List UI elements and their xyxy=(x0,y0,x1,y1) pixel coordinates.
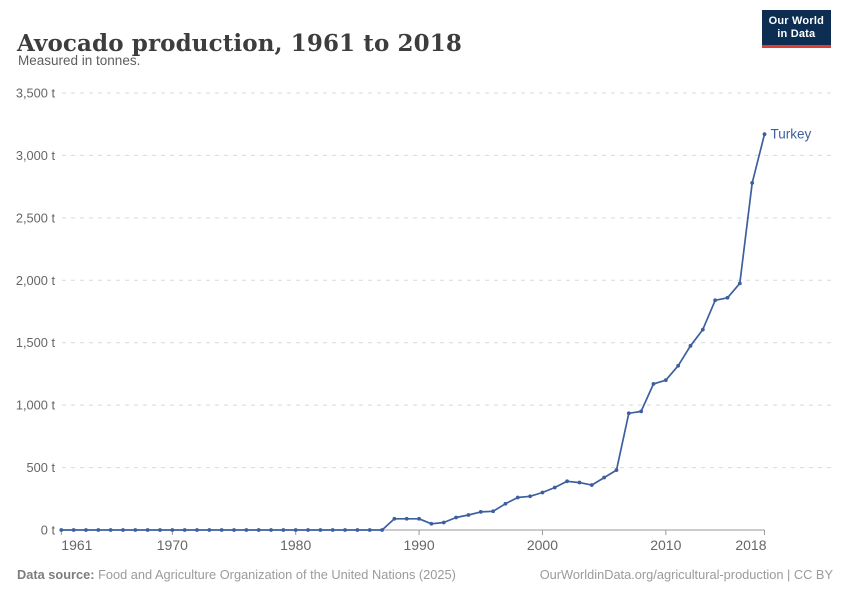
data-point[interactable] xyxy=(466,513,471,517)
attribution-link[interactable]: OurWorldinData.org/agricultural-producti… xyxy=(539,567,833,582)
data-point[interactable] xyxy=(170,528,175,532)
data-point[interactable] xyxy=(688,343,693,348)
data-point[interactable] xyxy=(429,521,434,526)
x-tick-label: 2018 xyxy=(735,537,766,553)
x-tick-label: 2010 xyxy=(650,537,681,553)
y-tick-label: 2,000 t xyxy=(16,273,56,288)
data-point[interactable] xyxy=(528,494,533,499)
data-point[interactable] xyxy=(454,515,458,520)
data-point[interactable] xyxy=(108,528,113,532)
x-tick-label: 1970 xyxy=(157,537,188,553)
data-point[interactable] xyxy=(380,528,384,532)
x-tick-label: 1990 xyxy=(403,537,434,553)
data-point[interactable] xyxy=(639,409,644,414)
page-title: Avocado production, 1961 to 2018 xyxy=(17,30,462,58)
y-tick-label: 3,500 t xyxy=(16,85,56,100)
y-tick-label: 1,000 t xyxy=(16,398,56,413)
chart-subtitle: Measured in tonnes. xyxy=(18,53,141,68)
data-point[interactable] xyxy=(626,411,631,416)
data-point[interactable] xyxy=(306,528,310,532)
data-point[interactable] xyxy=(145,528,150,532)
y-tick-label: 2,500 t xyxy=(16,210,56,225)
x-tick-label: 1980 xyxy=(280,537,311,553)
data-point[interactable] xyxy=(515,495,520,500)
data-point[interactable] xyxy=(269,528,273,532)
data-point[interactable] xyxy=(71,528,76,532)
data-point[interactable] xyxy=(293,528,298,532)
data-point[interactable] xyxy=(244,528,249,532)
data-point[interactable] xyxy=(491,509,495,514)
data-point[interactable] xyxy=(552,485,557,490)
data-point[interactable] xyxy=(59,528,64,532)
data-point[interactable] xyxy=(207,528,212,532)
data-point[interactable] xyxy=(725,295,730,300)
chart-footer: Data source: Food and Agriculture Organi… xyxy=(17,567,833,582)
data-point[interactable] xyxy=(540,490,545,495)
data-point[interactable] xyxy=(737,281,742,286)
y-tick-label: 3,000 t xyxy=(16,148,56,163)
chart-canvas[interactable]: 0 t 500 t 1,000 t 1,500 t 2,000 t 2,500 t 3,00… xyxy=(0,80,850,560)
data-point[interactable] xyxy=(158,528,162,532)
y-tick-label: 1,500 t xyxy=(16,335,56,350)
data-point[interactable] xyxy=(762,132,767,137)
x-tick-label: 1961 xyxy=(61,537,92,553)
data-point[interactable] xyxy=(750,180,755,185)
data-point[interactable] xyxy=(182,528,187,532)
data-point[interactable] xyxy=(256,528,261,532)
data-line xyxy=(60,133,766,531)
data-point[interactable] xyxy=(84,528,88,532)
data-point[interactable] xyxy=(676,363,681,368)
data-point[interactable] xyxy=(651,382,656,386)
data-point[interactable] xyxy=(589,483,594,487)
data-point[interactable] xyxy=(441,520,446,525)
owid-logo-red-bar xyxy=(761,45,831,48)
data-point[interactable] xyxy=(577,480,582,485)
owid-logo-line2: in Data xyxy=(777,28,816,40)
data-point[interactable] xyxy=(96,528,101,532)
data-source-label: Data source: xyxy=(17,567,95,582)
data-point[interactable] xyxy=(355,528,360,532)
y-tick-label: 0 t xyxy=(41,523,56,538)
data-point[interactable] xyxy=(367,528,372,532)
data-point[interactable] xyxy=(565,479,570,484)
data-point[interactable] xyxy=(281,528,286,532)
owid-logo-line1: Our World xyxy=(768,15,824,27)
data-point[interactable] xyxy=(219,528,224,532)
data-point[interactable] xyxy=(713,298,718,303)
data-point[interactable] xyxy=(343,528,347,532)
data-point[interactable] xyxy=(478,509,483,514)
owid-logo[interactable]: Our World in Data xyxy=(761,10,831,48)
data-point[interactable] xyxy=(503,501,508,506)
y-tick-label: 500 t xyxy=(27,460,56,475)
data-point[interactable] xyxy=(121,528,125,532)
data-point[interactable] xyxy=(133,528,138,532)
data-source-text: Food and Agriculture Organization of the… xyxy=(94,567,456,582)
data-source-note: Data source: Food and Agriculture Organi… xyxy=(17,567,456,582)
data-point[interactable] xyxy=(232,528,236,532)
data-point[interactable] xyxy=(614,468,619,472)
series-label[interactable]: Turkey xyxy=(771,127,812,142)
data-point[interactable] xyxy=(404,516,409,521)
data-point[interactable] xyxy=(195,528,199,532)
data-point[interactable] xyxy=(700,327,705,332)
data-point[interactable] xyxy=(663,378,668,383)
data-point[interactable] xyxy=(330,528,335,532)
data-point[interactable] xyxy=(392,516,397,521)
data-point[interactable] xyxy=(318,528,323,532)
data-point[interactable] xyxy=(602,475,607,480)
data-point[interactable] xyxy=(417,516,421,521)
x-tick-label: 2000 xyxy=(527,537,558,553)
